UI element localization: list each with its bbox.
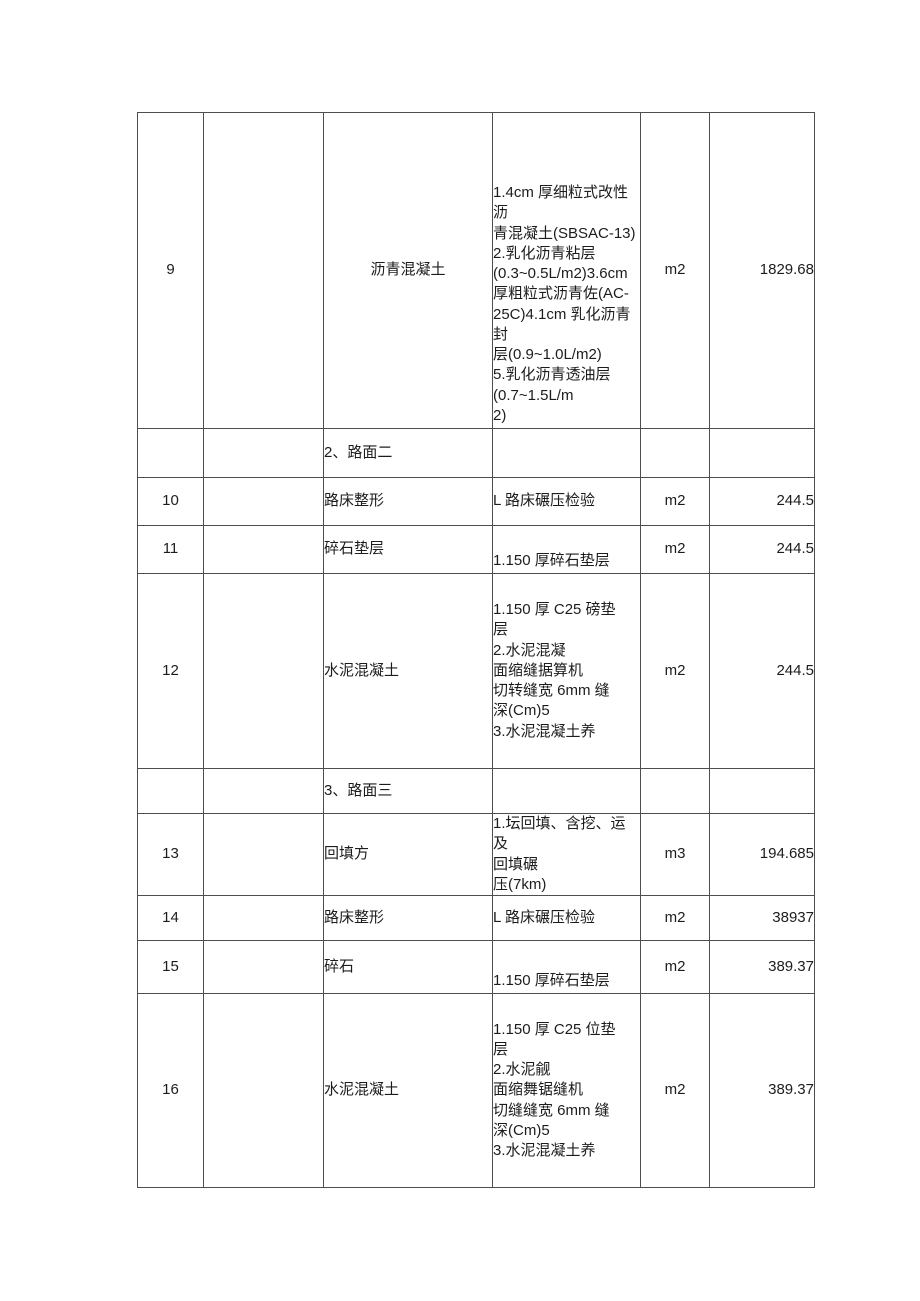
blank-cell	[203, 993, 324, 1188]
item-description: L 路床碾压检验	[492, 895, 641, 941]
quantity-cell	[709, 428, 815, 478]
item-name: 碎石	[323, 940, 493, 994]
table-row-item-13: 13 回填方 1.坛回填、含挖、运及 回填碾 压(7km) m3 194.685	[137, 813, 815, 896]
item-description: 1.150 厚 C25 磅垫 层 2.水泥混凝 面缩缝据算机 切转缝宽 6mm …	[492, 573, 641, 769]
item-description: 1.150 厚碎石垫层	[492, 940, 641, 994]
table-row-item-11: 11 碎石垫层 1.150 厚碎石垫层 m2 244.5	[137, 525, 815, 574]
unit-cell: m2	[640, 940, 710, 994]
blank-cell	[203, 895, 324, 941]
blank-cell	[203, 525, 324, 574]
table-row-item-15: 15 碎石 1.150 厚碎石垫层 m2 389.37	[137, 940, 815, 994]
quantity-cell: 244.5	[709, 573, 815, 769]
item-name: 路床整形	[323, 895, 493, 941]
quantity-cell: 244.5	[709, 525, 815, 574]
seq-cell: 13	[137, 813, 204, 896]
seq-cell: 15	[137, 940, 204, 994]
bill-of-quantities-table: 9 沥青混凝土 1.4cm 厚细粒式改性沥 青混凝土(SBSAC-13) 2.乳…	[137, 112, 815, 1188]
section-label: 2、路面二	[323, 428, 493, 478]
section-row: 2、路面二	[137, 428, 815, 478]
item-name: 回填方	[323, 813, 493, 896]
blank-cell	[203, 477, 324, 526]
table-row-item-14: 14 路床整形 L 路床碾压检验 m2 38937	[137, 895, 815, 941]
quantity-cell: 1829.68	[709, 112, 815, 429]
unit-cell: m2	[640, 895, 710, 941]
item-description: 1.4cm 厚细粒式改性沥 青混凝土(SBSAC-13) 2.乳化沥青粘层 (0…	[492, 112, 641, 429]
item-name: 水泥混凝土	[323, 993, 493, 1188]
unit-cell	[640, 768, 710, 814]
unit-cell: m2	[640, 525, 710, 574]
blank-cell	[203, 112, 324, 429]
seq-cell: 12	[137, 573, 204, 769]
blank-cell	[203, 428, 324, 478]
quantity-cell: 389.37	[709, 940, 815, 994]
item-description: L 路床碾压检验	[492, 477, 641, 526]
item-name: 路床整形	[323, 477, 493, 526]
item-description: 1.150 厚 C25 位垫 层 2.水泥觎 面缩舞锯缝机 切缝缝宽 6mm 缝…	[492, 993, 641, 1188]
table-row-item-12: 12 水泥混凝土 1.150 厚 C25 磅垫 层 2.水泥混凝 面缩缝据算机 …	[137, 573, 815, 769]
item-name: 碎石垫层	[323, 525, 493, 574]
item-description	[492, 768, 641, 814]
item-name: 沥青混凝土	[323, 112, 493, 429]
unit-cell: m2	[640, 993, 710, 1188]
seq-cell: 10	[137, 477, 204, 526]
section-label: 3、路面三	[323, 768, 493, 814]
unit-cell: m2	[640, 477, 710, 526]
quantity-cell: 389.37	[709, 993, 815, 1188]
item-description	[492, 428, 641, 478]
table-row-item-16: 16 水泥混凝土 1.150 厚 C25 位垫 层 2.水泥觎 面缩舞锯缝机 切…	[137, 993, 815, 1188]
unit-cell: m2	[640, 573, 710, 769]
unit-cell: m2	[640, 112, 710, 429]
section-row: 3、路面三	[137, 768, 815, 814]
blank-cell	[203, 940, 324, 994]
blank-cell	[203, 813, 324, 896]
seq-cell: 9	[137, 112, 204, 429]
quantity-cell: 38937	[709, 895, 815, 941]
unit-cell: m3	[640, 813, 710, 896]
seq-cell: 11	[137, 525, 204, 574]
seq-cell: 14	[137, 895, 204, 941]
item-name: 水泥混凝土	[323, 573, 493, 769]
table-row-item-10: 10 路床整形 L 路床碾压检验 m2 244.5	[137, 477, 815, 526]
blank-cell	[203, 768, 324, 814]
seq-cell: 16	[137, 993, 204, 1188]
item-description: 1.坛回填、含挖、运及 回填碾 压(7km)	[492, 813, 641, 896]
item-description: 1.150 厚碎石垫层	[492, 525, 641, 574]
unit-cell	[640, 428, 710, 478]
quantity-cell: 244.5	[709, 477, 815, 526]
quantity-cell	[709, 768, 815, 814]
quantity-cell: 194.685	[709, 813, 815, 896]
blank-cell	[203, 573, 324, 769]
seq-cell	[137, 768, 204, 814]
table-row-item-9: 9 沥青混凝土 1.4cm 厚细粒式改性沥 青混凝土(SBSAC-13) 2.乳…	[137, 112, 815, 429]
seq-cell	[137, 428, 204, 478]
